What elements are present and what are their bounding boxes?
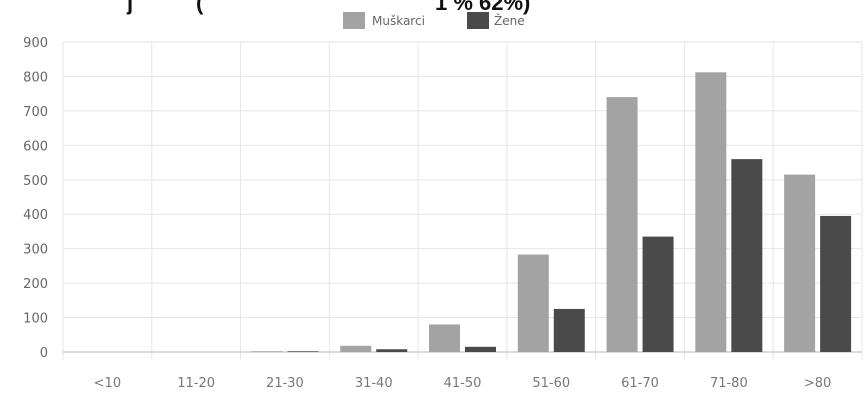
x-tick-label: >80 — [804, 376, 831, 391]
x-tick-label: 71-80 — [710, 376, 748, 391]
bar — [340, 345, 372, 352]
legend-swatch — [343, 12, 365, 29]
y-tick-label: 500 — [23, 174, 48, 189]
y-axis: 0 100 200 300 400 500 600 700 800 900 — [23, 36, 48, 361]
title-fragment: 1 % 62%) — [435, 0, 530, 15]
legend-swatch — [467, 12, 489, 29]
y-tick-label: 100 — [23, 312, 48, 327]
bar — [553, 308, 585, 352]
x-tick-label: 11-20 — [177, 376, 215, 391]
y-tick-label: 400 — [23, 208, 48, 223]
x-tick-label: 41-50 — [444, 376, 482, 391]
x-tick-label: 61-70 — [621, 376, 659, 391]
legend: Muškarci Žene — [343, 12, 525, 29]
bar — [695, 72, 727, 353]
x-tick-label: 21-30 — [266, 376, 304, 391]
legend-label: Žene — [494, 13, 525, 28]
gridlines — [62, 41, 863, 360]
chart-title-partial: j (1 % 62%) — [126, 0, 530, 15]
bar — [287, 351, 319, 352]
y-tick-label: 900 — [23, 36, 48, 51]
bar — [642, 236, 674, 352]
y-tick-label: 800 — [23, 70, 48, 85]
x-tick-label: <10 — [94, 376, 121, 391]
bar — [606, 97, 638, 352]
title-fragment: j — [126, 0, 133, 15]
bar — [251, 351, 283, 352]
x-tick-label: 51-60 — [532, 376, 570, 391]
bar — [429, 324, 460, 352]
bar — [784, 174, 816, 352]
y-tick-label: 300 — [23, 243, 48, 258]
y-tick-label: 0 — [40, 346, 48, 361]
title-fragment: ( — [196, 0, 204, 15]
legend-label: Muškarci — [372, 14, 425, 28]
y-tick-label: 600 — [23, 139, 48, 154]
bars — [251, 72, 852, 353]
x-tick-label: 31-40 — [355, 376, 393, 391]
bar — [517, 254, 549, 352]
x-axis: <10 11-20 21-30 31-40 41-50 51-60 61-70 71-80 >8… — [94, 376, 832, 391]
bar — [731, 159, 763, 352]
y-tick-label: 700 — [23, 105, 48, 120]
bar — [465, 346, 496, 352]
y-tick-label: 200 — [23, 277, 48, 292]
bar — [376, 349, 408, 352]
bar — [820, 215, 852, 352]
